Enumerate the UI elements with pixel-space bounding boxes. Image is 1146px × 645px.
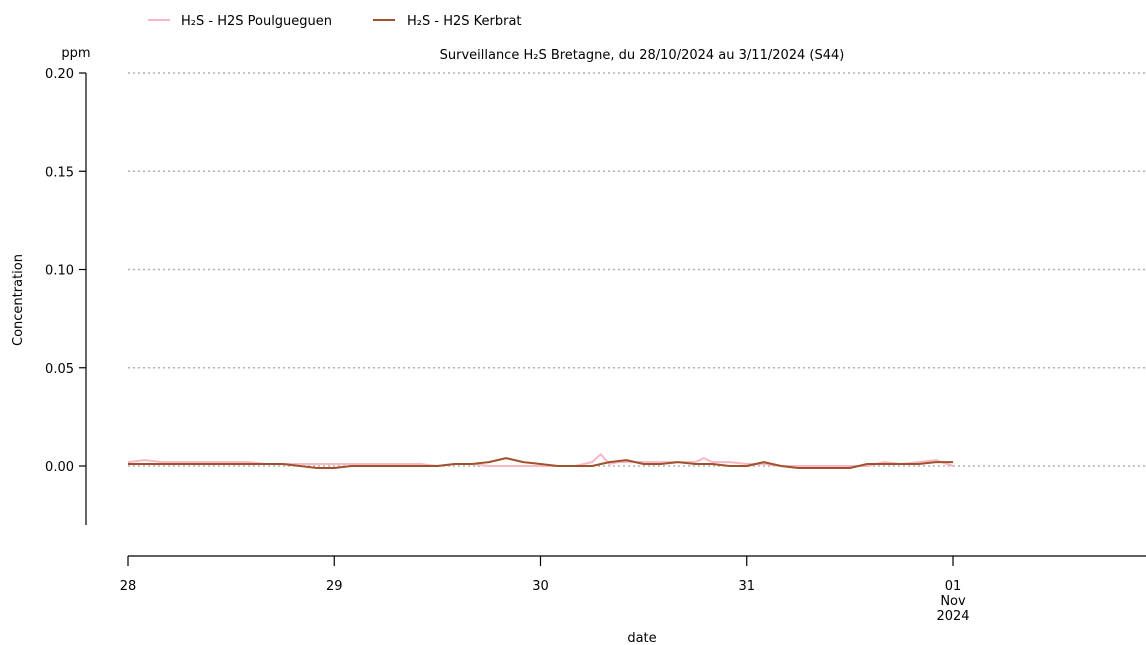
chart-title: Surveillance H₂S Bretagne, du 28/10/2024…: [440, 48, 845, 63]
y-tick-label: 0.20: [45, 67, 74, 82]
x-tick-sublabel: 2024: [936, 609, 969, 624]
x-tick-label: 01: [945, 579, 962, 594]
x-tick-label: 31: [738, 579, 755, 594]
y-grid: [128, 72, 1146, 467]
y-unit-label: ppm: [61, 46, 90, 61]
x-tick-label: 28: [120, 579, 137, 594]
series-group: [127, 453, 954, 469]
legend-label-poulgueguen: H₂S - H2S Poulgueguen: [181, 14, 332, 29]
legend: H₂S - H2S Poulgueguen H₂S - H2S Kerbrat: [148, 14, 522, 29]
y-axis-label: Concentration: [11, 254, 26, 346]
series-line-kerbrat: [128, 457, 953, 469]
y-tick-label: 0.05: [45, 362, 74, 377]
x-tick-label: 29: [326, 579, 343, 594]
y-tick-label: 0.00: [45, 460, 74, 475]
legend-label-kerbrat: H₂S - H2S Kerbrat: [407, 14, 522, 29]
x-axis-label: date: [627, 631, 656, 645]
x-tick-sublabel: Nov: [940, 594, 966, 609]
y-tick-label: 0.10: [45, 264, 74, 279]
x-tick-label: 30: [532, 579, 549, 594]
y-tick-label: 0.15: [45, 165, 74, 180]
y-axis: 0.00 0.05 0.10 0.15 0.20: [45, 67, 87, 525]
